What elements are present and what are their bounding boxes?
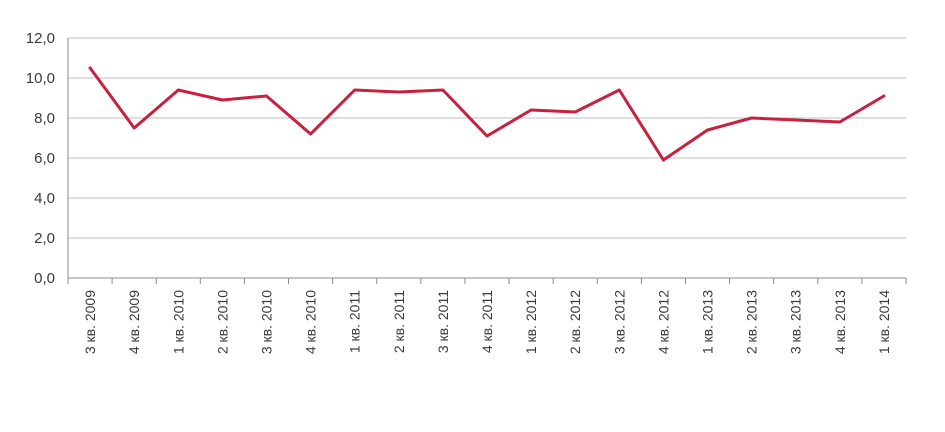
x-tick-label: 3 кв. 2013 xyxy=(788,290,804,354)
data-point xyxy=(617,88,621,92)
data-point xyxy=(397,90,401,94)
x-tick-label: 4 кв. 2010 xyxy=(303,290,319,354)
x-tick-label: 2 кв. 2012 xyxy=(567,290,583,354)
data-point xyxy=(706,128,709,132)
data-point xyxy=(573,110,577,114)
data-point xyxy=(88,66,92,70)
data-point xyxy=(132,126,136,130)
x-tick-label: 3 кв. 2011 xyxy=(435,290,451,353)
x-tick-label: 1 кв. 2011 xyxy=(347,290,363,353)
data-point xyxy=(441,88,445,92)
data-point xyxy=(794,118,798,122)
y-tick-label: 12,0 xyxy=(26,30,55,47)
x-axis-ticks: 3 кв. 2009 4 кв. 2009 1 кв. 2010 2 кв. 2010… xyxy=(82,290,892,354)
y-tick-label: 0,0 xyxy=(34,270,55,287)
x-axis xyxy=(67,38,907,284)
data-point xyxy=(353,88,357,92)
x-tick-label: 4 кв. 2009 xyxy=(126,290,142,354)
x-tick-label: 2 кв. 2010 xyxy=(214,290,230,354)
y-tick-label: 4,0 xyxy=(34,190,55,207)
series-layer xyxy=(88,66,886,162)
x-tick-label: 2 кв. 2011 xyxy=(391,290,407,353)
x-tick-label: 3 кв. 2010 xyxy=(258,290,274,354)
x-tick-label: 1 кв. 2013 xyxy=(700,290,716,354)
data-point xyxy=(220,98,224,102)
x-tick-label: 4 кв. 2012 xyxy=(655,290,671,354)
data-point xyxy=(485,134,489,138)
data-point xyxy=(309,132,312,136)
data-point xyxy=(838,120,842,124)
series-line xyxy=(88,66,886,162)
data-point xyxy=(529,108,533,112)
x-tick-label: 1 кв. 2012 xyxy=(523,290,539,354)
x-tick-label: 2 кв. 2013 xyxy=(744,290,760,354)
data-point xyxy=(176,88,180,92)
data-point xyxy=(750,116,754,120)
x-tick-label: 3 кв. 2012 xyxy=(611,290,627,354)
y-tick-label: 6,0 xyxy=(34,150,55,167)
x-tick-label: 1 кв. 2014 xyxy=(876,290,892,354)
x-tick-label: 1 кв. 2010 xyxy=(170,290,186,354)
x-tick-label: 4 кв. 2013 xyxy=(832,290,848,354)
data-point xyxy=(882,94,886,98)
data-point xyxy=(265,94,268,98)
x-tick-label: 4 кв. 2011 xyxy=(479,290,495,353)
y-tick-label: 10,0 xyxy=(26,70,55,87)
x-tick-label: 3 кв. 2009 xyxy=(82,290,98,354)
data-point xyxy=(662,158,665,162)
y-tick-label: 2,0 xyxy=(34,230,55,247)
y-tick-label: 8,0 xyxy=(34,110,55,127)
gridlines xyxy=(68,37,906,239)
y-axis-ticks: 0,0 2,0 4,0 6,0 8,0 10,0 12,0 xyxy=(26,30,55,287)
